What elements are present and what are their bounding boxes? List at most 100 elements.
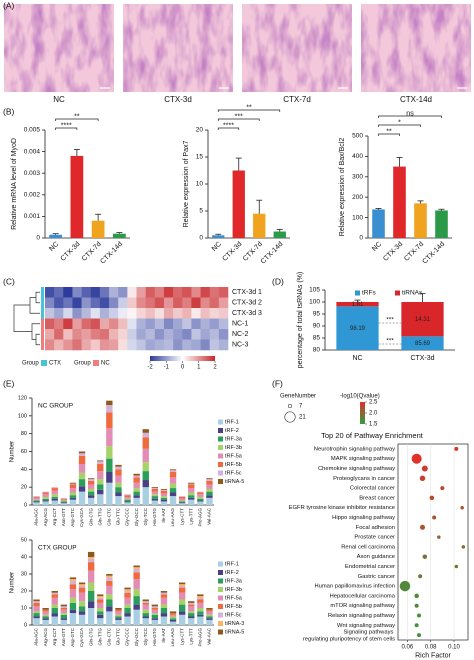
legend-label: NC	[101, 361, 110, 367]
heatmap-cell	[127, 339, 137, 351]
bar-segment	[106, 472, 113, 483]
bar-segment	[160, 616, 168, 625]
bar-segment	[124, 604, 131, 608]
bar-segment	[197, 602, 204, 608]
bar-segment	[124, 613, 131, 617]
image-label: CTX-3d	[164, 95, 192, 104]
row-label: Human papillomavirus infection	[314, 584, 395, 590]
heatmap-cell	[99, 297, 110, 309]
bar-segment	[115, 609, 122, 612]
legend-swatch	[218, 419, 223, 425]
bar-segment	[33, 502, 40, 505]
bar-segment	[87, 558, 95, 563]
heatmap-cell	[45, 318, 55, 330]
heatmap-cell	[54, 287, 64, 298]
bar-segment	[160, 490, 168, 494]
bar-segment	[133, 473, 140, 476]
heatmap-cell	[209, 287, 220, 298]
bar-segment	[188, 499, 195, 505]
x-tick-label: Lys-TTT	[188, 628, 193, 645]
bar-segment	[87, 497, 95, 505]
heatmap-cell	[173, 308, 183, 319]
x-tick-label: CTX-14d	[99, 241, 124, 266]
x-tick-label: NC	[211, 241, 223, 253]
group-strip	[41, 339, 44, 350]
heatmap-cell	[173, 287, 183, 298]
bar-segment	[133, 488, 140, 492]
bar-segment	[178, 587, 186, 593]
bar-segment	[197, 498, 204, 501]
y-tick-label: 120	[18, 395, 27, 401]
bar-segment	[133, 491, 140, 496]
bar-segment	[169, 614, 177, 617]
bar-segment	[169, 616, 177, 619]
bar-segment	[60, 503, 68, 505]
significance-bracket	[378, 133, 400, 136]
x-tick-label: 0.10	[448, 645, 460, 651]
bar-segment	[188, 616, 195, 619]
bar-segment	[178, 611, 186, 615]
bar-segment	[206, 497, 213, 505]
bar-segment	[42, 501, 49, 505]
legend-label: tiRNA-5	[225, 479, 244, 485]
group-strip	[41, 287, 44, 298]
heatmap-cell	[209, 318, 220, 330]
bar-segment	[33, 501, 40, 503]
y-tick-label: 0.002	[24, 192, 41, 199]
legend-dot	[287, 403, 293, 409]
legend-title: Group	[74, 361, 91, 367]
legend-swatch	[218, 587, 223, 592]
bar-segment	[169, 613, 177, 615]
heatmap-cell	[63, 297, 73, 309]
heatmap-cell	[127, 287, 137, 298]
bar-segment	[33, 616, 40, 619]
heatmap-cell	[182, 308, 192, 319]
bar-segment	[401, 336, 444, 350]
bar-segment	[87, 551, 95, 557]
bar-segment	[151, 608, 159, 610]
heatmap-cell	[109, 339, 119, 351]
row-label: Hepatocellular carcinoma	[330, 593, 396, 599]
bar-segment	[160, 597, 168, 605]
bar-segment	[97, 471, 104, 480]
bar-segment	[169, 483, 177, 489]
bar-segment	[124, 502, 131, 505]
heatmap-cell	[145, 308, 156, 319]
legend-swatch	[218, 428, 223, 433]
bar-segment	[151, 491, 159, 495]
heatmap-cell	[145, 318, 156, 330]
heatmap-cell	[209, 329, 220, 340]
x-tick-label: Val-AAC	[207, 507, 212, 525]
bar-segment	[160, 497, 168, 500]
group-strip	[41, 308, 44, 319]
bar-segment	[78, 582, 86, 585]
plot-frame	[397, 443, 469, 641]
bar-segment	[188, 613, 195, 617]
x-tick-label: Cys-GCA	[79, 628, 84, 647]
x-tick-label: Pro-AGG	[198, 508, 203, 527]
bar-segment	[197, 494, 204, 497]
heatmap-cell	[209, 339, 220, 351]
bar-segment	[133, 589, 140, 597]
y-tick-label: 500	[352, 133, 363, 140]
heatmap-cell	[191, 329, 201, 340]
y-axis-label: Number	[10, 441, 16, 462]
bar-segment	[87, 479, 95, 481]
bar-segment	[133, 495, 140, 498]
significance-bracket	[55, 127, 78, 130]
x-axis-label: Rich Factor	[415, 652, 451, 659]
bar-segment	[115, 487, 122, 493]
bar-segment	[60, 497, 68, 499]
significance-bracket	[55, 118, 99, 121]
legend-swatch	[93, 360, 99, 366]
value-label: 14.31	[415, 317, 431, 323]
bar-segment	[169, 621, 177, 625]
y-tick-label: 0	[24, 622, 27, 628]
bar-segment	[115, 464, 122, 467]
bar-segment	[115, 475, 122, 483]
legend-label: tRF-2	[225, 570, 239, 576]
dot	[414, 623, 419, 628]
bar-segment	[160, 592, 168, 595]
